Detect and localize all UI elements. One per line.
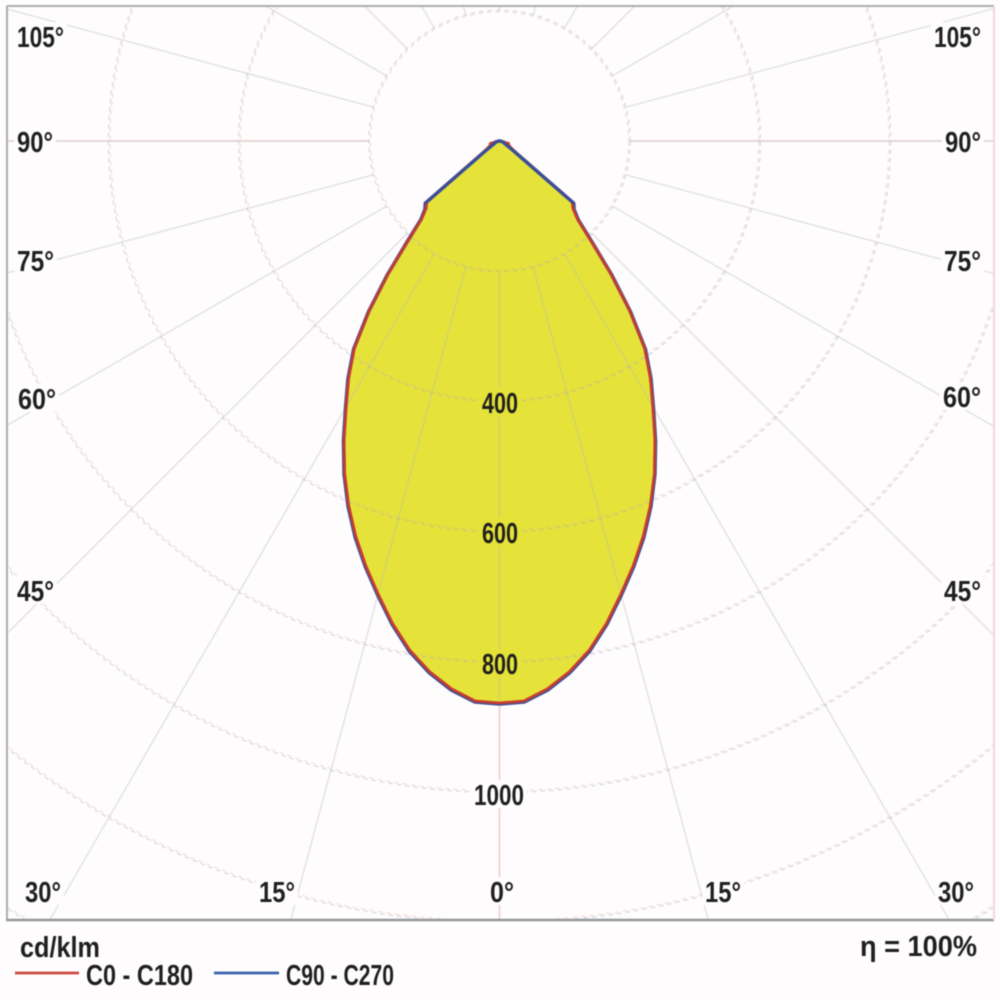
svg-text:90°: 90° <box>17 127 53 159</box>
svg-text:600: 600 <box>482 518 518 550</box>
svg-text:105°: 105° <box>934 22 981 54</box>
svg-text:45°: 45° <box>944 576 981 608</box>
svg-text:60°: 60° <box>943 382 981 414</box>
svg-text:15°: 15° <box>705 877 741 909</box>
svg-text:60°: 60° <box>18 384 56 416</box>
svg-text:90°: 90° <box>945 127 981 159</box>
svg-text:30°: 30° <box>25 877 61 909</box>
svg-text:C90 - C270: C90 - C270 <box>286 960 394 992</box>
svg-text:η = 100%: η = 100% <box>860 931 977 963</box>
svg-text:15°: 15° <box>259 877 295 909</box>
svg-text:0°: 0° <box>490 877 514 909</box>
svg-text:45°: 45° <box>17 576 54 608</box>
svg-text:C0 - C180: C0 - C180 <box>86 960 193 992</box>
svg-text:75°: 75° <box>17 246 54 278</box>
svg-text:75°: 75° <box>944 246 981 278</box>
svg-text:1000: 1000 <box>474 780 524 812</box>
svg-text:400: 400 <box>482 388 518 420</box>
svg-text:cd/klm: cd/klm <box>20 932 100 964</box>
svg-text:105°: 105° <box>17 22 64 54</box>
svg-text:30°: 30° <box>938 877 974 909</box>
svg-text:800: 800 <box>482 649 518 681</box>
